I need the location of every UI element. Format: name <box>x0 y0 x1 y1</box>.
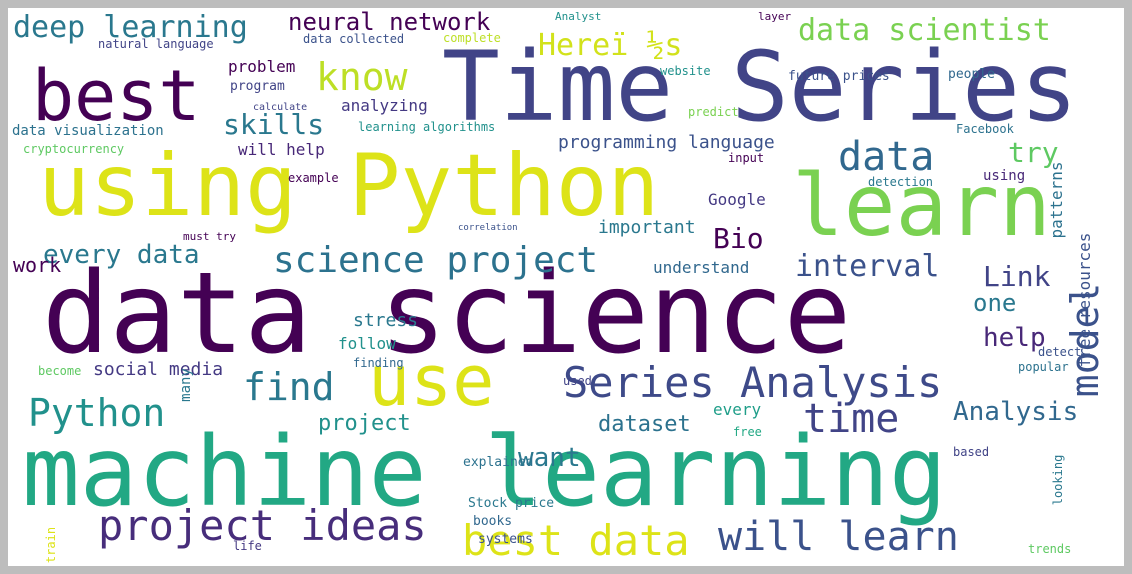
word: data visualization <box>12 123 164 139</box>
word: many <box>178 368 194 402</box>
word: know <box>316 55 408 99</box>
word: science project <box>273 240 598 281</box>
word: input <box>728 151 764 165</box>
word: Link <box>983 260 1051 293</box>
word: detect <box>1038 345 1081 359</box>
word: every <box>713 400 762 419</box>
word: systems <box>478 532 533 547</box>
word: analyzing <box>341 96 428 115</box>
word: free resources <box>1075 233 1094 368</box>
word: Google <box>708 190 766 209</box>
word: best <box>32 55 201 137</box>
word: train <box>44 527 58 563</box>
word: finding <box>353 356 404 370</box>
word: people <box>948 67 995 82</box>
word: program <box>230 79 285 94</box>
word: want <box>518 443 581 473</box>
word: explained <box>463 455 533 470</box>
word: data scientist <box>798 13 1051 48</box>
word: trends <box>1028 542 1071 556</box>
word: free <box>733 425 762 439</box>
word: skills <box>223 108 324 141</box>
word: stress <box>353 310 418 331</box>
word: time <box>803 396 899 442</box>
word: interval <box>795 249 940 284</box>
word: based <box>953 445 989 459</box>
word: programming language <box>558 132 775 153</box>
word: one <box>973 289 1016 317</box>
word: learning algorithms <box>358 120 495 134</box>
word: life <box>233 539 262 553</box>
word: popular <box>1018 360 1069 374</box>
word: Python <box>28 391 165 435</box>
word: looking <box>1051 455 1065 506</box>
word: Hereï ½s <box>538 28 683 63</box>
word: correlation <box>458 223 518 233</box>
word: find <box>243 365 335 409</box>
word: use <box>368 340 494 422</box>
word: books <box>473 514 512 529</box>
word: problem <box>228 57 295 76</box>
word: Analyst <box>555 10 601 23</box>
word: predict <box>688 105 739 119</box>
word: data science <box>42 249 851 379</box>
word: using Python <box>38 136 659 236</box>
word: help <box>983 323 1046 353</box>
word: using <box>983 168 1025 184</box>
word: become <box>38 364 81 378</box>
word: Series Analysis <box>563 358 942 407</box>
word: data collected <box>303 32 404 46</box>
word: project ideas <box>98 501 427 550</box>
word: natural language <box>98 37 214 51</box>
word: layer <box>758 10 791 23</box>
word: patterns <box>1047 161 1066 238</box>
word: cryptocurrency <box>23 142 124 156</box>
word: future prices <box>788 69 890 84</box>
word: understand <box>653 258 749 277</box>
word: important <box>598 217 696 238</box>
word: detection <box>868 175 933 189</box>
word: will learn <box>718 514 959 560</box>
word: will help <box>238 140 325 159</box>
word: complete <box>443 31 501 45</box>
word: work <box>13 253 61 277</box>
word: data <box>838 134 934 180</box>
word: model <box>1063 283 1107 397</box>
word: Analysis <box>953 397 1078 427</box>
word: neural network <box>288 8 491 36</box>
word: every data <box>43 240 200 270</box>
word: machine learning <box>22 416 947 528</box>
word: social media <box>93 359 223 380</box>
word: follow <box>338 334 396 353</box>
word: example <box>288 171 339 185</box>
word: best data <box>462 516 690 565</box>
word: Time Series <box>442 31 1078 143</box>
word: project <box>318 411 411 436</box>
word: Stock price <box>468 496 554 511</box>
word: deep learning <box>13 10 248 45</box>
word: website <box>660 64 711 78</box>
word: Bio <box>713 222 764 255</box>
word: must try <box>183 230 236 243</box>
word: calculate <box>253 102 307 113</box>
word: Facebook <box>956 122 1015 136</box>
word: used <box>563 374 592 388</box>
word: dataset <box>598 412 691 437</box>
word: learn <box>792 156 1051 256</box>
canvas <box>8 8 1124 566</box>
word: try <box>1008 136 1059 169</box>
